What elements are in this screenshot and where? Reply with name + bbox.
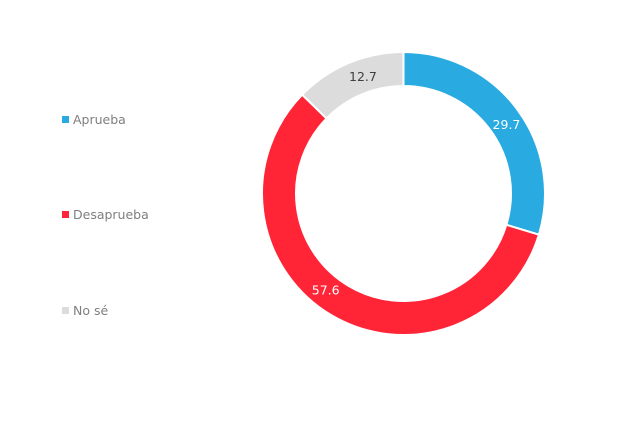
data-label: 12.7 (349, 69, 377, 84)
legend-item-desaprueba: Desaprueba (62, 207, 149, 222)
donut-slice-no-sé (300, 50, 405, 120)
legend-label: Desaprueba (73, 207, 149, 222)
legend-swatch (62, 116, 69, 123)
data-label: 57.6 (312, 283, 340, 298)
legend-label: No sé (73, 303, 109, 318)
legend-label: Aprueba (73, 112, 126, 127)
legend-swatch (62, 211, 69, 218)
legend-item-aprueba: Aprueba (62, 112, 126, 127)
donut-slice-desaprueba (261, 93, 541, 336)
legend-item-no-se: No sé (62, 303, 108, 318)
donut-slice-aprueba (402, 50, 546, 236)
data-label: 29.7 (493, 117, 521, 132)
legend-swatch (62, 307, 69, 314)
